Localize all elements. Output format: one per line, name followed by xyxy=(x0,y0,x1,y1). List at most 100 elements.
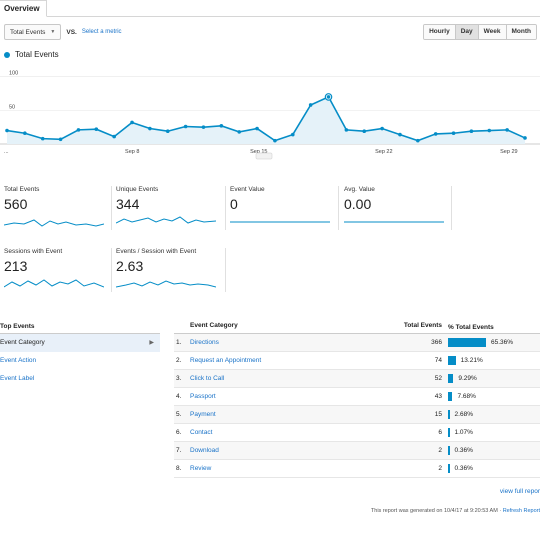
metric-select[interactable]: Total Events ▼ xyxy=(4,24,62,40)
summary-label: Events / Session with Event xyxy=(116,248,197,255)
row-total: 74 xyxy=(434,357,442,364)
row-total: 43 xyxy=(434,393,442,400)
row-pct: 13.21% xyxy=(448,356,540,365)
row-category-link[interactable]: Download xyxy=(190,447,219,454)
table-row: 7. Download 2 0.36% xyxy=(174,442,540,460)
data-point xyxy=(273,138,277,143)
row-pct: 0.36% xyxy=(448,464,540,473)
pct-bar xyxy=(448,428,450,437)
total-events-chart[interactable]: 100 50... Sep 8 Sep 15 Sep 22 Sep 29 xyxy=(0,62,540,162)
row-number: 8. xyxy=(176,465,182,472)
row-pct: 65.36% xyxy=(448,338,540,347)
row-pct-value: 1.07% xyxy=(454,429,473,436)
table-row: 1. Directions 366 65.36% xyxy=(174,334,540,352)
row-number: 6. xyxy=(176,429,182,436)
pct-bar xyxy=(448,446,450,455)
summary-value: 344 xyxy=(116,196,140,212)
granularity-day-button[interactable]: Day xyxy=(454,25,478,39)
granularity-week-button[interactable]: Week xyxy=(477,25,506,39)
granularity-toggle: Hourly Day Week Month xyxy=(423,24,537,40)
summary-label: Avg. Value xyxy=(344,186,375,193)
table-row: 8. Review 2 0.36% xyxy=(174,460,540,478)
summary-card-unique-events: Unique Events 344 xyxy=(116,186,226,236)
legend-dot-icon xyxy=(4,51,10,58)
granularity-month-button[interactable]: Month xyxy=(505,25,536,39)
sparkline xyxy=(116,280,216,288)
row-category-link[interactable]: Click to Call xyxy=(190,375,225,382)
data-point xyxy=(148,126,152,131)
data-point xyxy=(40,136,45,141)
row-pct-value: 13.21% xyxy=(460,357,483,364)
summary-label: Total Events xyxy=(4,186,40,193)
top-events-title: Top Events xyxy=(0,323,35,330)
data-point-highlight-core xyxy=(326,95,331,99)
pct-bar xyxy=(448,374,454,383)
table-row: 3. Click to Call 52 9.29% xyxy=(174,370,540,388)
event-category-table: Event Category Total Events % Total Even… xyxy=(174,322,540,478)
row-category-link[interactable]: Payment xyxy=(190,411,216,418)
data-point xyxy=(290,132,295,137)
tab-overview[interactable]: Overview xyxy=(0,0,47,17)
row-total: 52 xyxy=(434,375,442,382)
row-pct: 9.29% xyxy=(448,374,540,383)
data-point xyxy=(94,127,99,131)
header-total-events: Total Events xyxy=(403,322,442,329)
data-point xyxy=(398,132,402,137)
row-pct-value: 0.36% xyxy=(454,465,473,472)
pct-bar xyxy=(448,410,450,419)
top-events-item-event-action[interactable]: Event Action xyxy=(0,357,37,364)
data-point xyxy=(416,138,420,143)
data-point xyxy=(469,129,474,134)
data-point xyxy=(165,129,170,134)
row-pct: 2.68% xyxy=(448,410,540,419)
row-total: 2 xyxy=(438,465,442,472)
data-point xyxy=(433,132,438,136)
select-metric-link[interactable]: Select a metric xyxy=(81,29,122,35)
sparkline xyxy=(116,216,216,224)
table-row: 2. Request an Appointment 74 13.21% xyxy=(174,352,540,370)
x-tick-label: Sep 8 xyxy=(125,149,139,155)
row-total: 2 xyxy=(438,447,442,454)
table-header: Event Category Total Events % Total Even… xyxy=(174,322,540,334)
header-event-category: Event Category xyxy=(190,322,238,329)
refresh-report-link[interactable]: Refresh Report xyxy=(502,508,540,514)
x-tick-label: ... xyxy=(4,149,9,155)
row-category-link[interactable]: Review xyxy=(190,465,212,472)
data-point xyxy=(505,128,509,132)
top-events-item-event-category[interactable]: Event Category ▶ xyxy=(0,334,160,352)
data-point xyxy=(183,124,188,129)
summary-value: 0 xyxy=(230,196,238,212)
data-point xyxy=(237,130,242,134)
chart-legend: Total Events xyxy=(4,50,59,59)
row-total: 6 xyxy=(438,429,442,436)
chart-resize-handle xyxy=(255,152,273,160)
granularity-hourly-button[interactable]: Hourly xyxy=(424,25,455,39)
row-category-link[interactable]: Directions xyxy=(190,339,219,346)
top-events-item-event-label[interactable]: Event Label xyxy=(0,375,35,382)
data-point xyxy=(362,129,367,134)
data-point xyxy=(130,120,134,125)
vs-label: VS. xyxy=(66,28,77,36)
row-number: 3. xyxy=(176,375,182,382)
row-number: 4. xyxy=(176,393,182,400)
row-pct-value: 0.36% xyxy=(454,447,473,454)
row-pct: 0.36% xyxy=(448,446,540,455)
series-line xyxy=(6,95,526,142)
metric-row: Total Events ▼ VS. Select a metric xyxy=(4,24,122,40)
summary-card-avg-value: Avg. Value 0.00 xyxy=(344,186,454,236)
data-point xyxy=(344,128,349,132)
x-tick-label: Sep 15 xyxy=(250,149,267,155)
series-area xyxy=(7,96,525,144)
x-tick-label: Sep 22 xyxy=(375,149,392,155)
pct-bar xyxy=(448,338,486,347)
data-point xyxy=(523,136,527,140)
sparkline xyxy=(4,279,104,288)
row-category-link[interactable]: Passport xyxy=(190,393,216,400)
summary-card-event-value: Event Value 0 xyxy=(230,186,340,236)
row-category-link[interactable]: Contact xyxy=(190,429,213,436)
data-point xyxy=(76,128,81,132)
row-category-link[interactable]: Request an Appointment xyxy=(190,357,262,364)
summary-label: Sessions with Event xyxy=(4,248,63,255)
sparkline xyxy=(230,221,330,223)
view-full-report-link[interactable]: view full repor xyxy=(499,488,540,495)
